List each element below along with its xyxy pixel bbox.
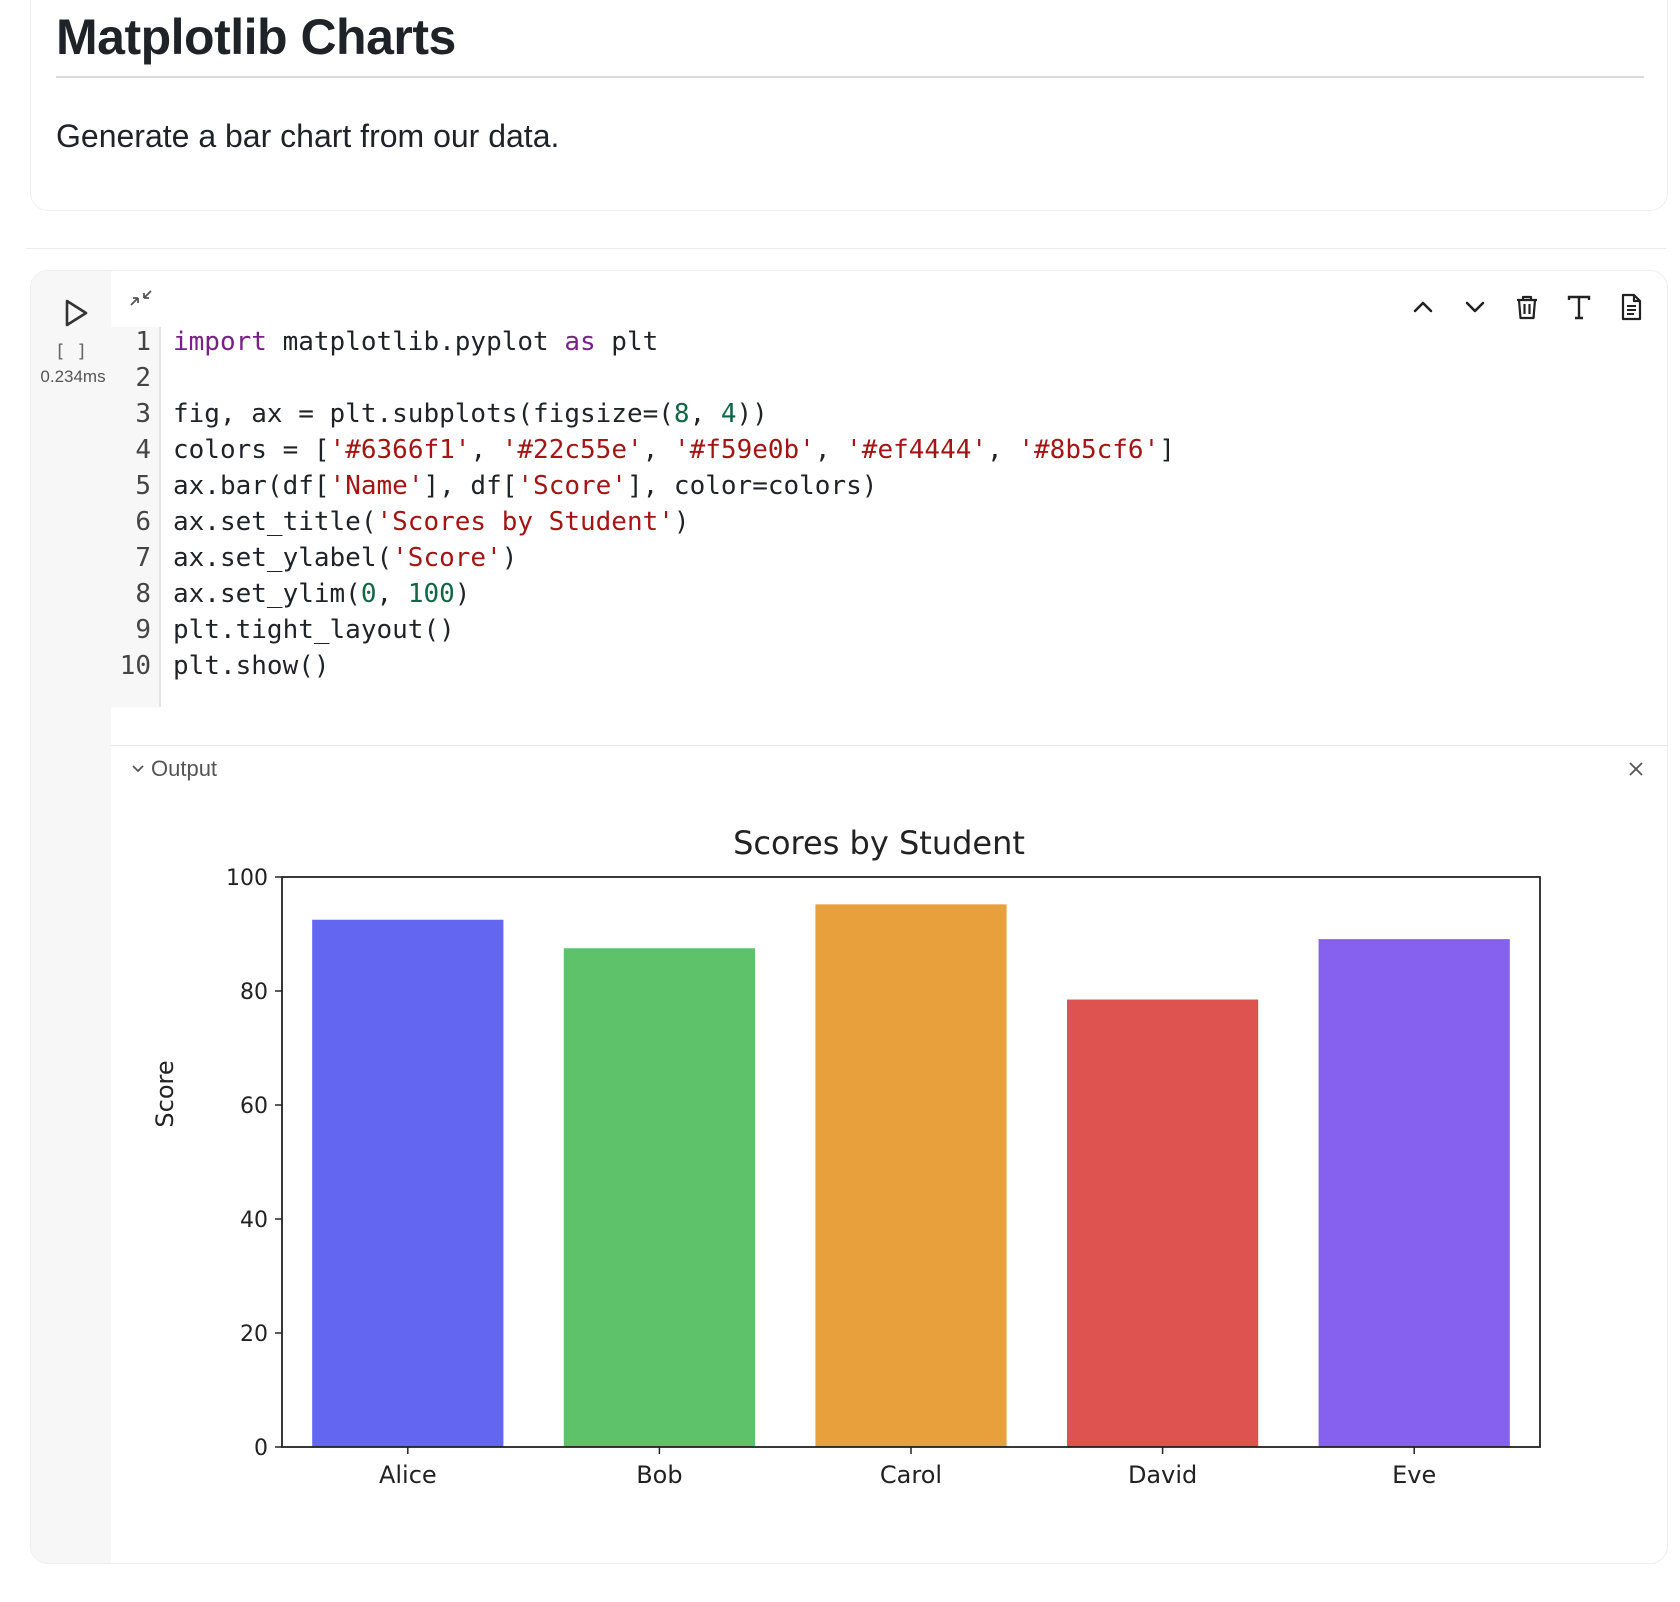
trash-icon [1517, 295, 1537, 320]
y-axis-label: Score [151, 1060, 179, 1127]
move-up-button[interactable] [1401, 285, 1445, 329]
code-line: plt.tight_layout() [173, 615, 455, 645]
line-number: 2 [135, 363, 151, 393]
x-tick-label: Eve [1392, 1461, 1436, 1489]
page-title: Matplotlib Charts [56, 9, 456, 65]
code-line: ax.set_ylabel('Score') [173, 543, 518, 573]
clear-output-button[interactable] [1619, 752, 1653, 786]
y-tick-label: 20 [240, 1322, 268, 1347]
x-tick-label: David [1128, 1461, 1197, 1489]
x-tick-label: Bob [636, 1461, 682, 1489]
document-icon [1621, 293, 1642, 321]
x-tick-label: Carol [880, 1461, 942, 1489]
chart-output: Alice Bob Carol David Eve 0 20 40 60 80 100 Scores… [151, 801, 1667, 1531]
code-cell[interactable]: [ ] 0.234ms [30, 270, 1668, 1564]
y-tick-label: 40 [240, 1208, 268, 1233]
code-line: ax.set_ylim(0, 100) [173, 579, 471, 609]
cell-toolbar [1401, 285, 1653, 329]
cell-gutter [31, 271, 111, 1563]
chevron-down-icon [1465, 301, 1485, 313]
code-editor[interactable]: 1 2 3 4 5 6 7 8 9 10 import matplotlib.p… [111, 327, 1667, 707]
line-number: 5 [135, 471, 151, 501]
y-tick-label: 60 [240, 1094, 268, 1119]
y-tick-label: 80 [240, 980, 268, 1005]
plot-frame [281, 876, 1541, 1448]
output-label: Output [151, 756, 218, 781]
bar-chart: Alice Bob Carol David Eve 0 20 40 60 80 100 Scores… [151, 824, 1541, 1489]
line-number: 1 [135, 327, 151, 357]
execution-count: [ ] [54, 341, 88, 362]
title-divider [56, 76, 1644, 78]
line-number: 7 [135, 543, 151, 573]
close-icon [1629, 762, 1643, 776]
document-button[interactable] [1609, 285, 1653, 329]
line-number: 10 [119, 651, 151, 681]
code-line: ax.bar(df['Name'], df['Score'], color=co… [173, 471, 878, 501]
code-line: colors = ['#6366f1', '#22c55e', '#f59e0b… [173, 435, 1175, 465]
cell-separator [26, 248, 1666, 249]
text-icon [1567, 295, 1591, 320]
chevron-up-icon [1413, 301, 1433, 313]
delete-button[interactable] [1505, 285, 1549, 329]
code-line: plt.show() [173, 651, 330, 681]
bar-david [1066, 999, 1259, 1447]
play-icon [65, 299, 88, 327]
bar-bob [563, 948, 756, 1447]
code-line: ax.set_title('Scores by Student') [173, 507, 690, 537]
output-header: Output [111, 745, 1667, 792]
line-number: 4 [135, 435, 151, 465]
chevron-down-icon [132, 765, 144, 773]
run-cell-button[interactable] [57, 295, 93, 331]
line-numbers: 1 2 3 4 5 6 7 8 9 10 [111, 327, 161, 707]
bar-alice [312, 919, 504, 1447]
collapse-icon [130, 290, 152, 306]
line-number: 9 [135, 615, 151, 645]
bar-carol [815, 904, 1007, 1447]
line-number: 8 [135, 579, 151, 609]
y-tick-label: 100 [226, 866, 268, 891]
code-line: fig, ax = plt.subplots(figsize=(8, 4)) [173, 399, 768, 429]
move-down-button[interactable] [1453, 285, 1497, 329]
output-toggle[interactable]: Output [131, 756, 217, 782]
text-format-button[interactable] [1557, 285, 1601, 329]
code-line: import matplotlib.pyplot as plt [173, 327, 659, 357]
y-tick-label: 0 [254, 1436, 268, 1461]
execution-time: 0.234ms [40, 367, 106, 386]
bar-eve [1318, 939, 1510, 1447]
line-number: 3 [135, 399, 151, 429]
collapse-cell-button[interactable] [127, 285, 155, 313]
chart-title: Scores by Student [733, 824, 1025, 862]
line-number: 6 [135, 507, 151, 537]
markdown-text: Generate a bar chart from our data. [56, 118, 560, 154]
x-tick-label: Alice [379, 1461, 437, 1489]
markdown-cell [30, 0, 1668, 211]
